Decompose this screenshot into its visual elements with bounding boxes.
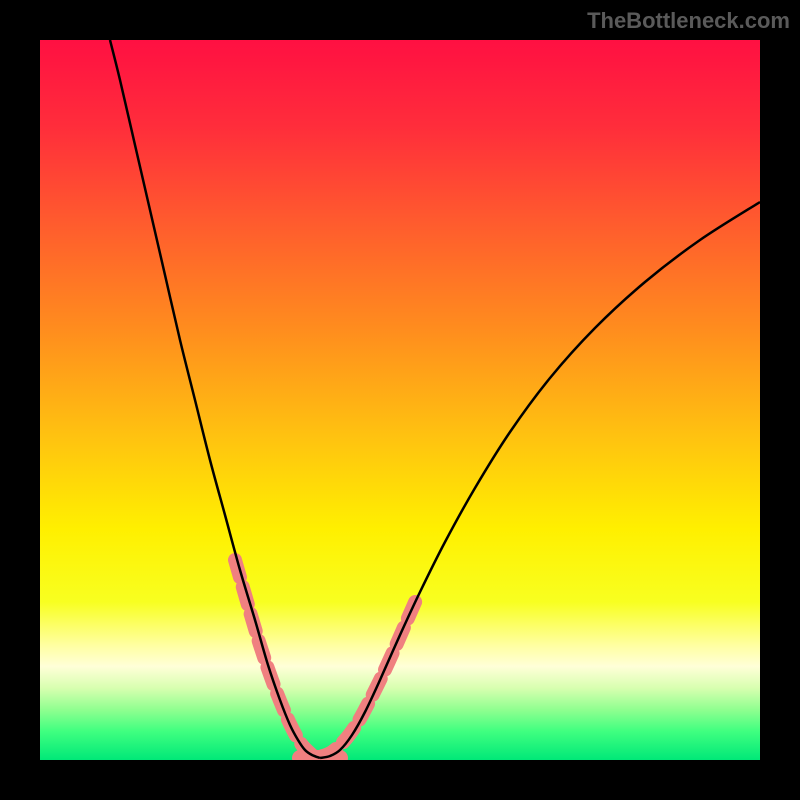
curve-left bbox=[110, 40, 320, 758]
watermark-text: TheBottleneck.com bbox=[587, 8, 790, 34]
curve-layer bbox=[40, 40, 760, 760]
chart-container: TheBottleneck.com bbox=[0, 0, 800, 800]
plot-area bbox=[40, 40, 760, 760]
